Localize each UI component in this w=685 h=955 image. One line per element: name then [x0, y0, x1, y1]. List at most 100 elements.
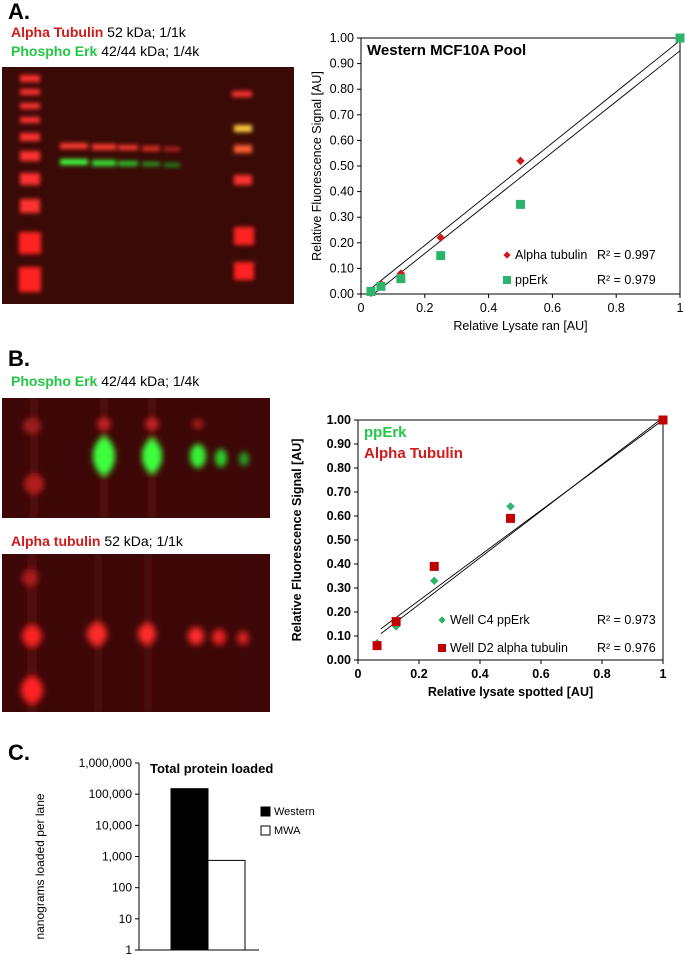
y-tick-label: 0.00 — [330, 287, 354, 301]
chart-title: Total protein loaded — [150, 761, 273, 776]
x-axis-label: Relative lysate spotted [AU] — [428, 685, 593, 699]
panel-a-label: A. — [8, 0, 30, 24]
legend-label: Alpha tubulin — [515, 248, 587, 262]
legend-label: Well C4 ppErk — [450, 613, 530, 627]
y-tick-label: 0.50 — [327, 533, 351, 547]
blot-b-green-name: Phospho Erk — [11, 373, 98, 389]
y-tick-label: 0.80 — [327, 461, 351, 475]
legend-marker — [503, 251, 511, 259]
chart-a: 0.000.100.200.300.400.500.600.700.800.90… — [310, 31, 685, 333]
trendline — [380, 419, 664, 630]
r-squared-label: R² = 0.997 — [597, 248, 656, 262]
data-point-diamond — [436, 233, 445, 242]
blot-a-green-detail: 42/44 kDa; 1/4k — [97, 43, 200, 59]
blot-a-red-label: Alpha Tubulin 52 kDa; 1/1k — [11, 24, 186, 40]
r-squared-label: R² = 0.976 — [597, 641, 656, 655]
y-tick-label: 1,000 — [102, 850, 132, 864]
legend-label: ppErk — [515, 273, 548, 287]
panel-c-label: C. — [8, 740, 30, 765]
y-tick-label: 0.70 — [327, 485, 351, 499]
data-point-square — [436, 251, 446, 261]
data-point-square — [506, 513, 515, 523]
mwa-blot-image-erk — [2, 398, 270, 518]
data-point-diamond — [516, 156, 525, 166]
y-tick-label: 1,000,000 — [79, 756, 133, 770]
panel-b-label: B. — [8, 346, 30, 371]
blot-b-red-name: Alpha tubulin — [11, 533, 101, 549]
data-point-square — [516, 199, 525, 209]
header-label: Alpha Tubulin — [364, 445, 463, 462]
x-tick-label: 0 — [355, 667, 362, 681]
x-tick-label: 0.8 — [608, 301, 625, 315]
x-tick-label: 0.6 — [532, 667, 549, 681]
y-tick-label: 0.40 — [327, 557, 351, 571]
western-blot-image-a — [2, 67, 294, 304]
legend-marker — [260, 806, 271, 817]
chart-title: Western MCF10A Pool — [367, 42, 526, 59]
y-tick-label: 0.60 — [330, 133, 354, 147]
blot-b-red-detail: 52 kDa; 1/1k — [100, 533, 183, 549]
y-tick-label: 0.50 — [330, 159, 354, 173]
x-tick-label: 0 — [358, 301, 365, 315]
data-point-square — [391, 617, 401, 627]
legend-label: MWA — [274, 825, 301, 837]
legend-marker — [503, 276, 511, 284]
trendline — [380, 417, 664, 634]
r-squared-label: R² = 0.973 — [597, 613, 656, 627]
y-tick-label: 10 — [119, 912, 133, 926]
y-tick-label: 0.80 — [330, 82, 354, 96]
blot-a-red-detail: 52 kDa; 1/1k — [103, 24, 186, 40]
blot-b-red-label: Alpha tubulin 52 kDa; 1/1k — [11, 533, 183, 549]
header-label: ppErk — [364, 424, 407, 441]
blot-a-green-label: Phospho Erk 42/44 kDa; 1/4k — [11, 43, 199, 59]
y-axis-label: nanograms loaded per lane — [33, 793, 47, 939]
y-tick-label: 0.90 — [330, 57, 354, 71]
blot-b-green-label: Phospho Erk 42/44 kDa; 1/4k — [11, 373, 199, 389]
y-tick-label: 10,000 — [95, 818, 132, 832]
y-tick-label: 0.00 — [327, 653, 351, 667]
legend-marker — [260, 825, 271, 836]
y-axis-label: Relative Fluorescence Signal [AU] — [310, 71, 324, 261]
y-tick-label: 0.40 — [330, 185, 354, 199]
data-point-square — [658, 415, 668, 425]
bar — [170, 788, 209, 951]
data-point-diamond — [506, 502, 515, 511]
data-point-square — [396, 274, 406, 284]
x-tick-label: 0.2 — [416, 301, 433, 315]
x-tick-label: 0.8 — [593, 667, 610, 681]
chart-c: 1,000,000 100,000 10,000 1,000 100 10 1 nanogra… — [33, 756, 315, 955]
y-tick-label: 0.60 — [327, 509, 351, 523]
y-tick-label: 1 — [125, 943, 132, 955]
x-axis-label: Relative Lysate ran [AU] — [453, 319, 587, 333]
data-point-square — [366, 286, 376, 296]
y-tick-label: 0.90 — [327, 437, 351, 451]
blot-a-red-name: Alpha Tubulin — [11, 24, 104, 40]
y-tick-label: 1.00 — [330, 31, 354, 45]
bar — [207, 859, 246, 951]
data-point-diamond — [430, 576, 439, 585]
y-tick-label: 1.00 — [327, 413, 351, 427]
x-tick-label: 0.4 — [480, 301, 497, 315]
y-tick-label: 0.10 — [327, 629, 351, 643]
legend-marker — [438, 644, 446, 652]
x-tick-label: 0.2 — [410, 667, 427, 681]
y-tick-label: 0.10 — [330, 261, 354, 275]
y-tick-label: 100,000 — [89, 787, 133, 801]
x-tick-label: 0.6 — [544, 301, 561, 315]
x-tick-label: 0.4 — [471, 667, 488, 681]
trendline — [370, 50, 681, 297]
legend-label: Well D2 alpha tubulin — [450, 641, 568, 655]
y-tick-label: 0.30 — [330, 210, 354, 224]
trendline — [370, 40, 681, 290]
data-point-square — [376, 281, 386, 291]
legend-marker — [438, 616, 446, 624]
legend-label: Western — [274, 806, 315, 818]
mwa-blot-image-tubulin — [2, 554, 270, 712]
data-point-square — [372, 641, 382, 651]
x-tick-label: 1 — [660, 667, 667, 681]
y-tick-label: 0.70 — [330, 108, 354, 122]
y-tick-label: 0.20 — [330, 236, 354, 250]
data-point-square — [429, 561, 439, 571]
chart-b: 0.000.100.200.300.400.500.600.700.800.90… — [290, 413, 668, 699]
r-squared-label: R² = 0.979 — [597, 273, 656, 287]
